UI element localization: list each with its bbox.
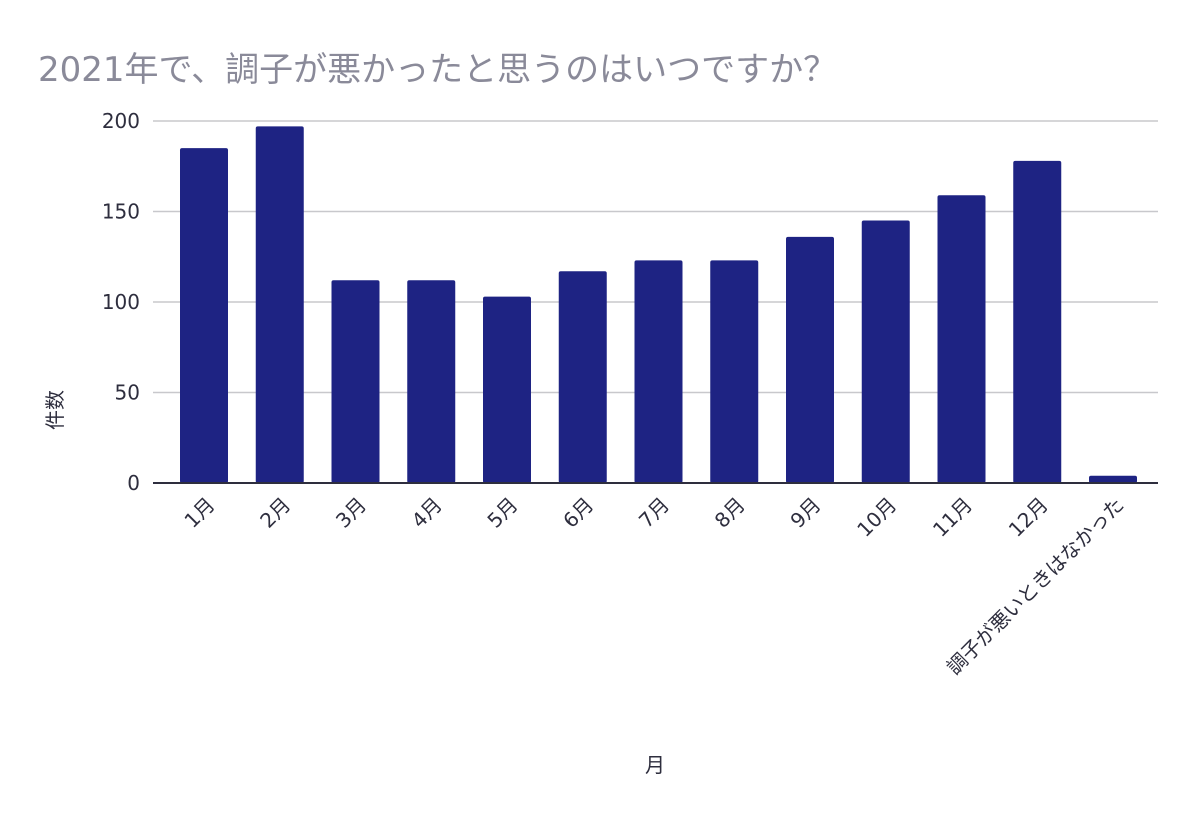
y-tick-label: 100 [102,290,140,314]
bar [861,220,910,484]
bar [407,280,456,483]
bar [1013,160,1062,483]
x-tick-label: 7月 [634,493,674,533]
bar [634,260,683,483]
x-tick-label: 3月 [331,493,371,533]
bar [937,195,986,483]
x-axis-title: 月 [645,753,665,777]
x-tick-label: 8月 [710,493,750,533]
x-tick-label: 2月 [255,493,295,533]
bar [786,236,834,483]
chart-title: 2021年で、調子が悪かったと思うのはいつですか？ [38,50,838,90]
y-tick-label: 50 [115,381,140,405]
x-tick-label: 5月 [482,493,522,533]
y-tick-label: 150 [102,200,140,224]
y-tick-label: 0 [127,471,140,495]
bar [710,260,759,483]
bars [180,126,1137,484]
bar [180,148,228,483]
bar [331,280,380,483]
y-axis-title: 件数 [43,390,67,430]
bar [558,271,607,483]
x-tick-label: 4月 [407,493,447,533]
x-tick-label: 11月 [928,493,977,542]
x-tick-label: 6月 [558,493,598,533]
bar [1089,475,1137,483]
y-tick-label: 200 [102,109,140,133]
x-tick-label: 10月 [852,493,901,542]
x-tick-label: 1月 [179,493,219,533]
bar [483,296,531,483]
y-tick-labels: 0 50 100 150 200 [102,109,140,495]
bar [255,126,304,484]
x-tick-label: 9月 [785,493,825,533]
x-tick-label: 12月 [1004,493,1053,542]
